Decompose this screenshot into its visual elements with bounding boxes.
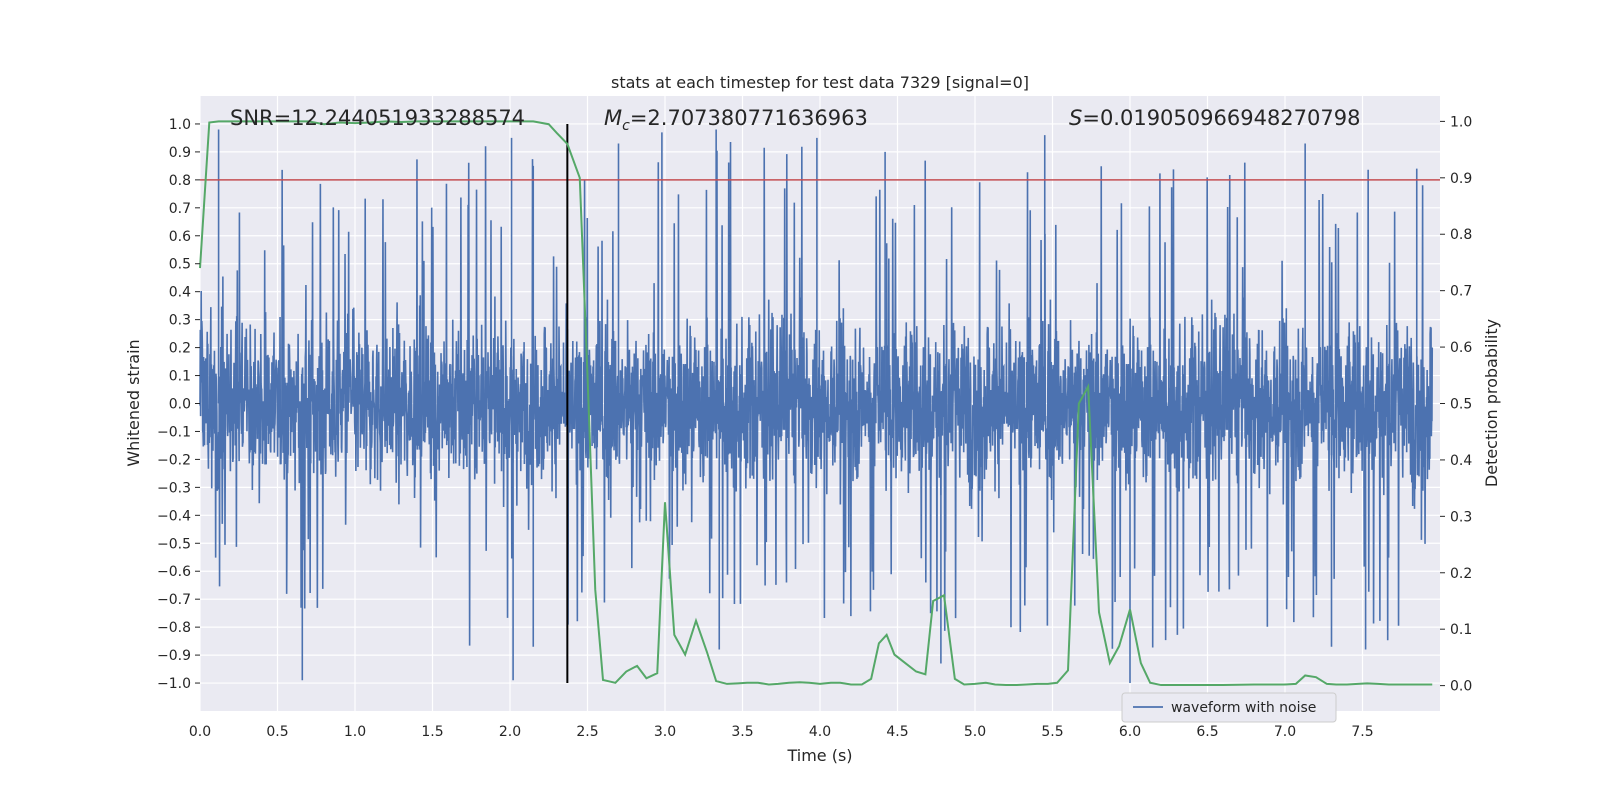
chart-title: stats at each timestep for test data 732… bbox=[611, 73, 1029, 92]
y-tick-label: −0.4 bbox=[157, 508, 191, 524]
y2-tick-label: 0.3 bbox=[1450, 509, 1472, 525]
x-tick-label: 2.0 bbox=[499, 724, 521, 740]
detection-probability-line bbox=[199, 120, 1433, 687]
y-tick-label: 1.0 bbox=[169, 117, 191, 133]
y-tick-label: 0.4 bbox=[169, 285, 191, 301]
y2-tick-label: 0.8 bbox=[1450, 227, 1472, 243]
y2-tick-label: 0.1 bbox=[1450, 622, 1472, 638]
y2-tick-label: 0.4 bbox=[1450, 453, 1472, 469]
y2-tick-label: 0.5 bbox=[1450, 397, 1472, 413]
x-tick-label: 3.5 bbox=[731, 724, 753, 740]
x-axis-label: Time (s) bbox=[786, 746, 852, 765]
x-tick-label: 1.0 bbox=[344, 724, 366, 740]
y-tick-label: −0.9 bbox=[157, 648, 191, 664]
chirp-mass-symbol: M bbox=[604, 106, 622, 130]
x-tick-label: 7.0 bbox=[1274, 724, 1296, 740]
y-tick-label: 0.2 bbox=[169, 341, 191, 357]
y2-tick-label: 0.9 bbox=[1450, 171, 1472, 187]
s-symbol: S bbox=[1069, 106, 1082, 130]
x-tick-label: 6.5 bbox=[1196, 724, 1218, 740]
y-tick-label: 0.3 bbox=[169, 313, 191, 329]
overlay-layer bbox=[200, 123, 1440, 684]
y-tick-label: 0.6 bbox=[169, 229, 191, 245]
x-tick-label: 6.0 bbox=[1119, 724, 1141, 740]
tick-layer: 0.0 0.5 1.0 1.5 2.0 2.5 3.0 3.5 4.0 4.5 5.0 5.5 6.0 6… bbox=[157, 114, 1472, 740]
y-tick-label: −1.0 bbox=[157, 676, 191, 692]
y-tick-label: 0.5 bbox=[169, 257, 191, 273]
y-tick-label: −0.2 bbox=[157, 452, 191, 468]
y-axis-label: Whitened strain bbox=[124, 339, 143, 466]
chirp-mass-subscript: c bbox=[622, 118, 630, 134]
x-tick-label: 4.5 bbox=[886, 724, 908, 740]
y-tick-label: −0.7 bbox=[157, 592, 191, 608]
x-tick-label: 7.5 bbox=[1351, 724, 1373, 740]
legend-label-waveform: waveform with noise bbox=[1171, 700, 1316, 716]
y-tick-label: −0.8 bbox=[157, 620, 191, 636]
probability-layer bbox=[199, 120, 1433, 687]
x-tick-label: 4.0 bbox=[809, 724, 831, 740]
y-tick-label: −0.1 bbox=[157, 424, 191, 440]
y2-tick-label: 0.6 bbox=[1450, 340, 1472, 356]
y-tick-label: 0.8 bbox=[169, 173, 191, 189]
y-tick-label: −0.6 bbox=[157, 564, 191, 580]
waveform-layer bbox=[199, 129, 1434, 684]
annotation-chirp-mass: Mc=2.707380771636963 bbox=[604, 106, 868, 134]
legend: waveform with noise bbox=[1121, 692, 1337, 723]
y-tick-label: 0.9 bbox=[169, 145, 191, 161]
waveform-line bbox=[199, 142, 1434, 649]
annotation-s: S=0.019050966948270798 bbox=[1069, 106, 1360, 130]
y2-tick-label: 0.7 bbox=[1450, 284, 1472, 300]
y2-tick-label: 1.0 bbox=[1450, 114, 1472, 130]
x-tick-label: 5.5 bbox=[1041, 724, 1063, 740]
y-tick-label: −0.5 bbox=[157, 536, 191, 552]
x-tick-label: 0.5 bbox=[266, 724, 288, 740]
y-tick-label: −0.3 bbox=[157, 480, 191, 496]
annotation-snr: SNR=12.244051933288574 bbox=[230, 106, 525, 130]
y-tick-label: 0.1 bbox=[169, 369, 191, 385]
chirp-mass-value: =2.707380771636963 bbox=[630, 106, 868, 130]
s-value: =0.019050966948270798 bbox=[1082, 106, 1360, 130]
x-tick-label: 2.5 bbox=[576, 724, 598, 740]
x-tick-label: 5.0 bbox=[964, 724, 986, 740]
y2-tick-label: 0.0 bbox=[1450, 679, 1472, 695]
legend-box bbox=[1121, 692, 1337, 723]
y2-tick-label: 0.2 bbox=[1450, 566, 1472, 582]
x-tick-label: 3.0 bbox=[654, 724, 676, 740]
y-tick-label: 0.7 bbox=[169, 201, 191, 217]
x-tick-label: 0.0 bbox=[189, 724, 211, 740]
y2-axis-label: Detection probability bbox=[1482, 319, 1501, 487]
y-tick-label: 0.0 bbox=[169, 397, 191, 413]
x-tick-label: 1.5 bbox=[421, 724, 443, 740]
